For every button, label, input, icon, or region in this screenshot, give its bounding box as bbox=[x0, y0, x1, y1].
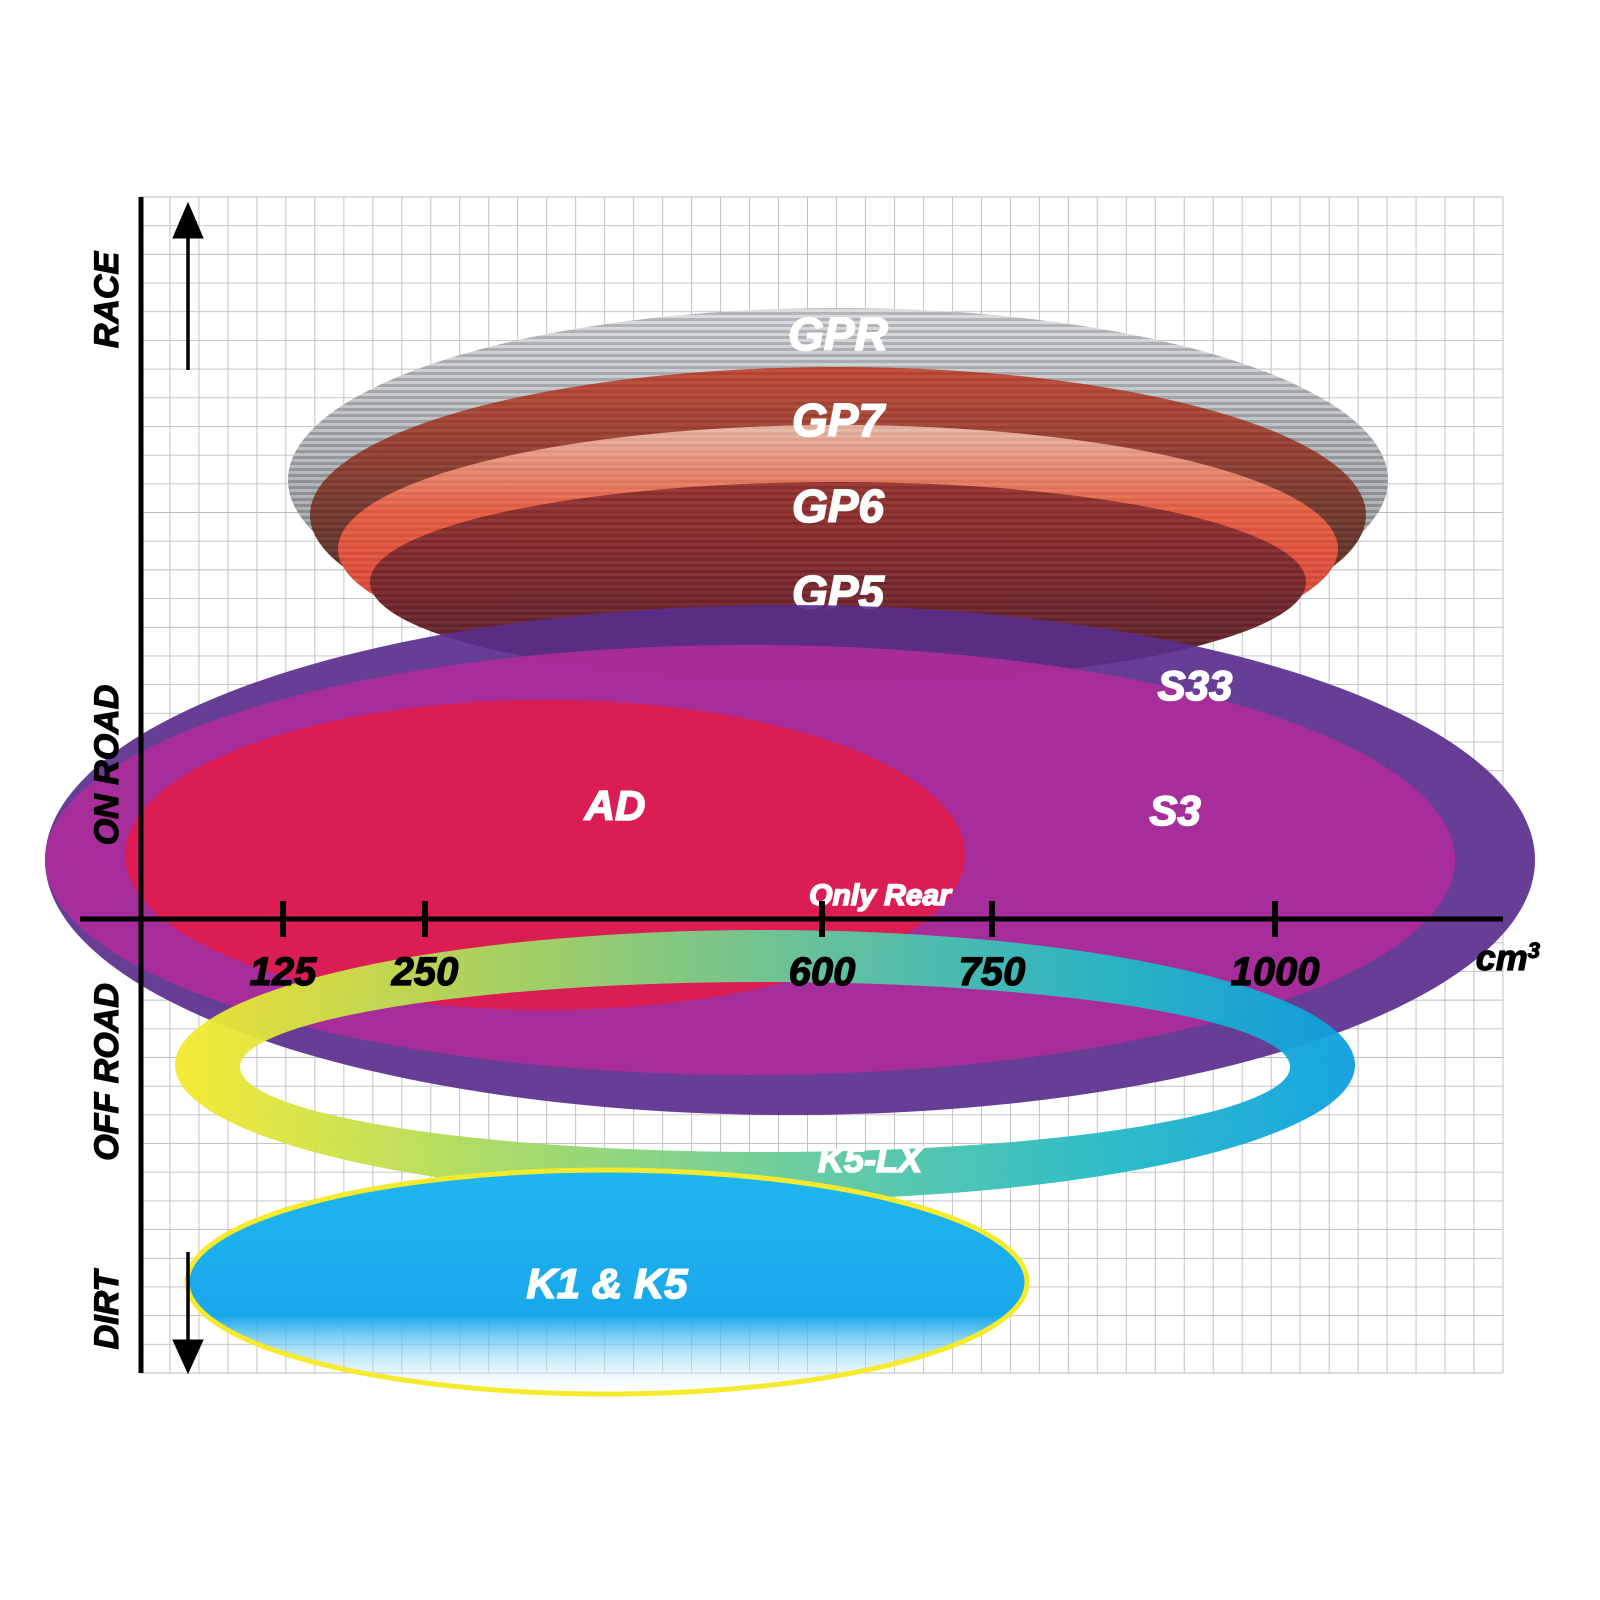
svg-text:K1 & K5: K1 & K5 bbox=[526, 1260, 688, 1307]
svg-text:RACE: RACE bbox=[88, 251, 126, 349]
svg-text:GP7: GP7 bbox=[792, 394, 886, 446]
svg-text:ON ROAD: ON ROAD bbox=[88, 685, 126, 846]
svg-text:GP6: GP6 bbox=[792, 480, 884, 532]
svg-text:125: 125 bbox=[250, 950, 317, 994]
svg-text:AD: AD bbox=[584, 782, 646, 829]
svg-text:S33: S33 bbox=[1158, 662, 1233, 709]
svg-text:250: 250 bbox=[391, 950, 459, 994]
svg-text:DIRT: DIRT bbox=[88, 1267, 126, 1349]
svg-text:GPR: GPR bbox=[788, 308, 888, 360]
svg-text:OFF ROAD: OFF ROAD bbox=[88, 983, 126, 1161]
svg-text:cm3: cm3 bbox=[1476, 937, 1540, 978]
svg-text:750: 750 bbox=[959, 950, 1026, 994]
svg-text:K5-LX: K5-LX bbox=[818, 1139, 924, 1180]
svg-text:Only Rear: Only Rear bbox=[809, 879, 953, 912]
svg-text:S3: S3 bbox=[1149, 787, 1200, 834]
svg-text:1000: 1000 bbox=[1231, 950, 1320, 994]
svg-text:600: 600 bbox=[789, 950, 856, 994]
